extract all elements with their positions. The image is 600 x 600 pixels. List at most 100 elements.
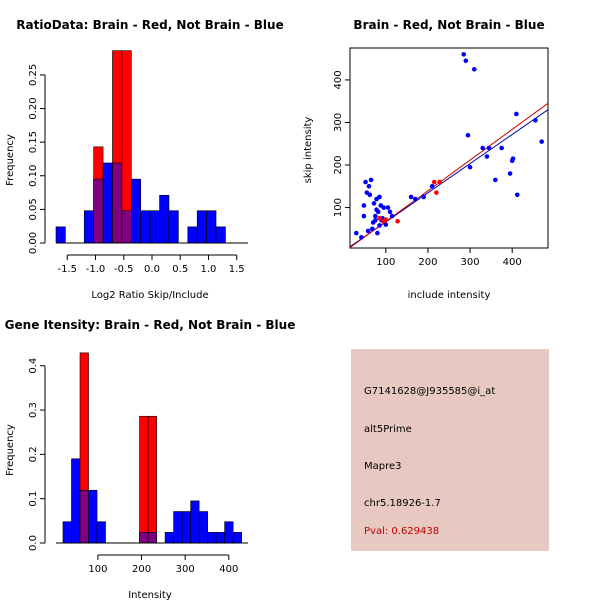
- scatter-point-not-brain: [387, 209, 393, 215]
- scatter-point-not-brain: [507, 171, 513, 176]
- scatter-point-brain: [431, 179, 437, 185]
- scatter-regression-lines: [349, 102, 549, 248]
- intensity-histogram-bar-not-brain: [181, 511, 191, 544]
- scatter-point-not-brain: [354, 230, 359, 236]
- intensity-histogram-bar-not-brain: [232, 532, 242, 544]
- scatter-y-tick-label: 300: [333, 113, 344, 132]
- intensity-histogram-bar-brain: [139, 415, 149, 544]
- intensity-histogram-x-tick-label: 200: [132, 564, 151, 575]
- scatter-point-not-brain: [471, 66, 477, 72]
- scatter-point-not-brain: [461, 52, 467, 57]
- ratio-histogram-y-tick-label: 0.00: [28, 232, 39, 254]
- scatter-points: [354, 52, 544, 240]
- genomic-location: chr5.18926-1.7: [364, 498, 441, 509]
- intensity-histogram-bar-not-brain: [224, 521, 234, 544]
- p-value: Pval: 0.629438: [364, 526, 440, 537]
- intensity-histogram-bar-not-brain: [190, 500, 200, 544]
- scatter-point-not-brain: [372, 218, 378, 223]
- ratio-histogram-bar-not-brain: [140, 210, 151, 244]
- scatter-y-tick-label: 100: [333, 198, 344, 217]
- probe-info-panel: G7141628@J935585@i_at alt5Prime Mapre3 c…: [351, 349, 549, 551]
- ratio-histogram-bar-overlap: [112, 162, 123, 244]
- ratio-histogram-y-tick-label: 0.25: [28, 64, 39, 86]
- scatter-x-axis: 100 200 300 400: [376, 247, 522, 268]
- intensity-histogram-x-tick-label: 300: [176, 564, 195, 575]
- intensity-histogram-bar-not-brain: [164, 532, 174, 544]
- ratio-histogram-y-axis: 0.00 0.05 0.10 0.15 0.20 0.25: [28, 64, 46, 254]
- ratio-histogram-y-tick-label: 0.10: [28, 165, 39, 187]
- intensity-histogram-y-tick-label: 0.3: [28, 402, 39, 418]
- scatter-point-not-brain: [533, 118, 538, 123]
- probe-id: G7141628@J935585@i_at: [364, 386, 496, 397]
- intensity-histogram-bar-overlap: [79, 489, 89, 544]
- intensity-histogram-bar-not-brain: [71, 458, 81, 544]
- ratio-histogram-x-tick-label: 1.5: [229, 264, 245, 275]
- ratio-histogram-x-tick-label: 0.0: [144, 264, 160, 275]
- ratio-histogram-x-label: Log2 Ratio Skip/Include: [91, 290, 208, 301]
- intensity-histogram-y-tick-label: 0.4: [28, 358, 39, 374]
- scatter-point-not-brain: [486, 145, 492, 151]
- scatter-point-not-brain: [412, 196, 418, 202]
- intensity-histogram-bars: [62, 352, 242, 544]
- scatter-point-not-brain: [514, 111, 519, 117]
- ratio-histogram-x-tick-label: -0.5: [114, 264, 134, 275]
- scatter-point-not-brain: [480, 145, 486, 151]
- ratio-histogram-y-tick-label: 0.20: [28, 97, 39, 119]
- scatter-point-not-brain: [381, 205, 387, 210]
- ratio-histogram-x-axis: -1.5 -1.0 -0.5 0.0 0.5 1.0 1.5: [58, 254, 245, 275]
- ratio-histogram-bar-not-brain: [131, 178, 142, 244]
- ratio-histogram-bars: [55, 50, 226, 244]
- scatter-point-not-brain: [484, 154, 490, 159]
- scatter-point-not-brain: [385, 205, 391, 210]
- scatter-point-not-brain: [463, 58, 469, 64]
- scatter-point-not-brain: [374, 207, 379, 213]
- scatter-point-brain: [383, 217, 389, 222]
- intensity-histogram-bar-not-brain: [215, 532, 225, 544]
- ratio-histogram-bar-not-brain: [168, 210, 179, 244]
- scatter-point-brain: [395, 218, 400, 224]
- scatter-point-not-brain: [510, 156, 516, 161]
- intensity-histogram-x-tick-label: 100: [88, 564, 107, 575]
- intensity-histogram-bar-brain: [147, 415, 157, 544]
- scatter-point-not-brain: [421, 194, 427, 200]
- scatter-point-not-brain: [359, 235, 364, 240]
- ratio-histogram-x-tick-label: -1.0: [86, 264, 106, 275]
- scatter-point-not-brain: [370, 226, 375, 232]
- scatter-point-not-brain: [467, 164, 473, 170]
- intensity-histogram-x-label: Intensity: [128, 590, 172, 600]
- ratio-histogram-bar-not-brain: [196, 210, 207, 244]
- gene-name: Mapre3: [364, 461, 402, 472]
- ratio-histogram-bar-not-brain: [187, 226, 198, 244]
- intensity-histogram: Gene Itensity: Brain - Red, Not Brain - …: [5, 318, 296, 600]
- ratio-histogram-bar-not-brain: [149, 210, 160, 244]
- intensity-histogram-y-label: Frequency: [5, 424, 16, 476]
- scatter-point-not-brain: [539, 139, 544, 144]
- ratio-histogram-bar-not-brain: [102, 162, 113, 244]
- ratio-histogram: RatioData: Brain - Red, Not Brain - Blue…: [5, 18, 284, 301]
- scatter-point-brain: [377, 215, 382, 221]
- ratio-histogram-x-tick-label: 0.5: [172, 264, 188, 275]
- scatter-y-tick-label: 200: [333, 155, 344, 174]
- ratio-histogram-bar-not-brain: [83, 210, 94, 244]
- ratio-histogram-bar-overlap: [121, 210, 132, 244]
- ratio-histogram-y-label: Frequency: [5, 134, 16, 186]
- intensity-histogram-bar-not-brain: [88, 489, 98, 544]
- ratio-histogram-x-tick-label: 1.0: [201, 264, 217, 275]
- scatter-point-not-brain: [371, 201, 377, 206]
- intensity-histogram-y-tick-label: 0.1: [28, 491, 39, 507]
- scatter-title: Brain - Red, Not Brain - Blue: [353, 18, 544, 32]
- event-type: alt5Prime: [364, 424, 412, 435]
- intensity-histogram-bar-not-brain: [207, 532, 217, 544]
- scatter-point-brain: [434, 190, 439, 195]
- intensity-scatter: Brain - Red, Not Brain - Blue 100 200 300 4…: [303, 18, 549, 301]
- scatter-point-not-brain: [389, 213, 395, 219]
- scatter-point-not-brain: [493, 177, 498, 183]
- scatter-y-axis: 100 200 300 400: [333, 70, 351, 217]
- scatter-point-not-brain: [361, 213, 367, 219]
- intensity-histogram-y-tick-label: 0.2: [28, 446, 39, 462]
- intensity-histogram-y-axis: 0.0 0.1 0.2 0.3 0.4: [28, 358, 46, 551]
- intensity-histogram-bar-not-brain: [173, 511, 183, 544]
- ratio-histogram-bar-overlap: [93, 178, 104, 244]
- scatter-y-tick-label: 400: [333, 70, 344, 89]
- scatter-point-not-brain: [377, 223, 382, 228]
